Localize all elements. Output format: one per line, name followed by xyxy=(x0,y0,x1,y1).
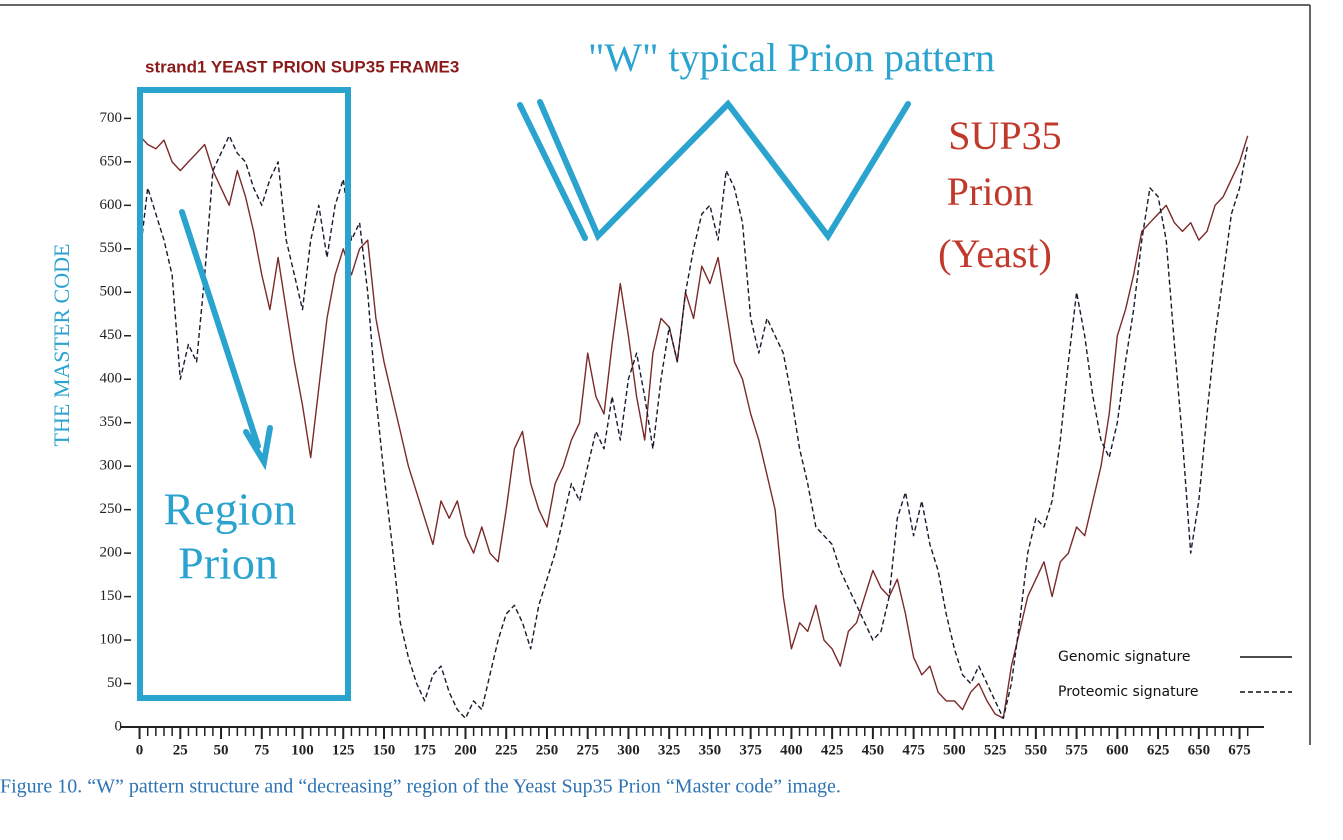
x-tick-label: 475 xyxy=(902,742,925,758)
x-tick-label: 125 xyxy=(332,742,355,758)
y-tick-label: 500 xyxy=(100,284,123,300)
y-tick-label: 300 xyxy=(100,458,123,474)
y-tick-label: 700 xyxy=(100,110,123,126)
x-tick-label: 425 xyxy=(821,742,844,758)
x-tick-label: 625 xyxy=(1147,742,1170,758)
series-line xyxy=(139,135,1249,719)
plot: 0501001502002503003504004505005506006507… xyxy=(100,110,1292,758)
y-tick-label: 600 xyxy=(100,197,123,213)
x-tick-label: 175 xyxy=(413,742,436,758)
w-stroke xyxy=(517,102,588,241)
x-tick-label: 75 xyxy=(254,742,269,758)
annotation: Prion xyxy=(178,538,278,589)
annotation: SUP35 xyxy=(948,113,1061,158)
x-tick-label: 325 xyxy=(658,742,681,758)
y-tick-label: 200 xyxy=(100,545,123,561)
legend-label: Proteomic signature xyxy=(1058,684,1199,700)
series-line xyxy=(138,135,1249,719)
x-tick-label: 550 xyxy=(1025,742,1048,758)
annotation: (Yeast) xyxy=(938,231,1052,276)
x-tick-label: 150 xyxy=(373,742,396,758)
x-tick-label: 500 xyxy=(943,742,966,758)
x-tick-label: 675 xyxy=(1228,742,1251,758)
x-tick-label: 300 xyxy=(617,742,640,758)
x-tick-label: 375 xyxy=(739,742,762,758)
arrow-shaft xyxy=(179,209,261,449)
annotation: Prion xyxy=(947,169,1034,214)
y-tick-label: 150 xyxy=(100,588,123,604)
y-tick-label: 450 xyxy=(100,327,123,343)
arrow-head xyxy=(243,425,273,471)
x-tick-label: 525 xyxy=(984,742,1007,758)
x-tick-label: 275 xyxy=(576,742,599,758)
x-tick-label: 0 xyxy=(136,742,144,758)
x-tick-label: 250 xyxy=(536,742,559,758)
x-tick-label: 25 xyxy=(173,742,188,758)
y-tick-label: 550 xyxy=(100,240,123,256)
caption: Figure 10. “W” pattern structure and “de… xyxy=(0,776,841,798)
x-tick-label: 650 xyxy=(1188,742,1211,758)
y-tick-label: 650 xyxy=(100,153,123,169)
x-tick-label: 200 xyxy=(454,742,477,758)
x-tick-label: 575 xyxy=(1065,742,1088,758)
x-tick-label: 100 xyxy=(291,742,314,758)
y-tick-label: 100 xyxy=(100,631,123,647)
y-tick-label: 400 xyxy=(100,371,123,387)
x-tick-label: 400 xyxy=(780,742,803,758)
x-tick-label: 50 xyxy=(214,742,229,758)
x-tick-label: 225 xyxy=(495,742,518,758)
legend-label: Genomic signature xyxy=(1058,649,1191,665)
x-tick-label: 600 xyxy=(1106,742,1129,758)
region-box xyxy=(137,87,351,701)
y-tick-label: 0 xyxy=(115,718,123,734)
y-tick-label: 50 xyxy=(107,675,122,691)
x-tick-label: 350 xyxy=(699,742,722,758)
overlay-shapes xyxy=(137,87,911,701)
x-tick-label: 450 xyxy=(862,742,885,758)
annotation: Region xyxy=(164,484,297,535)
y-tick-label: 250 xyxy=(100,501,123,517)
y-axis-label: THE MASTER CODE xyxy=(49,244,74,447)
chart-title: strand1 YEAST PRION SUP35 FRAME3 xyxy=(145,57,459,76)
y-tick-label: 350 xyxy=(100,414,123,430)
w-stroke xyxy=(537,99,911,242)
chart-subtitle: "W" typical Prion pattern xyxy=(588,35,995,80)
